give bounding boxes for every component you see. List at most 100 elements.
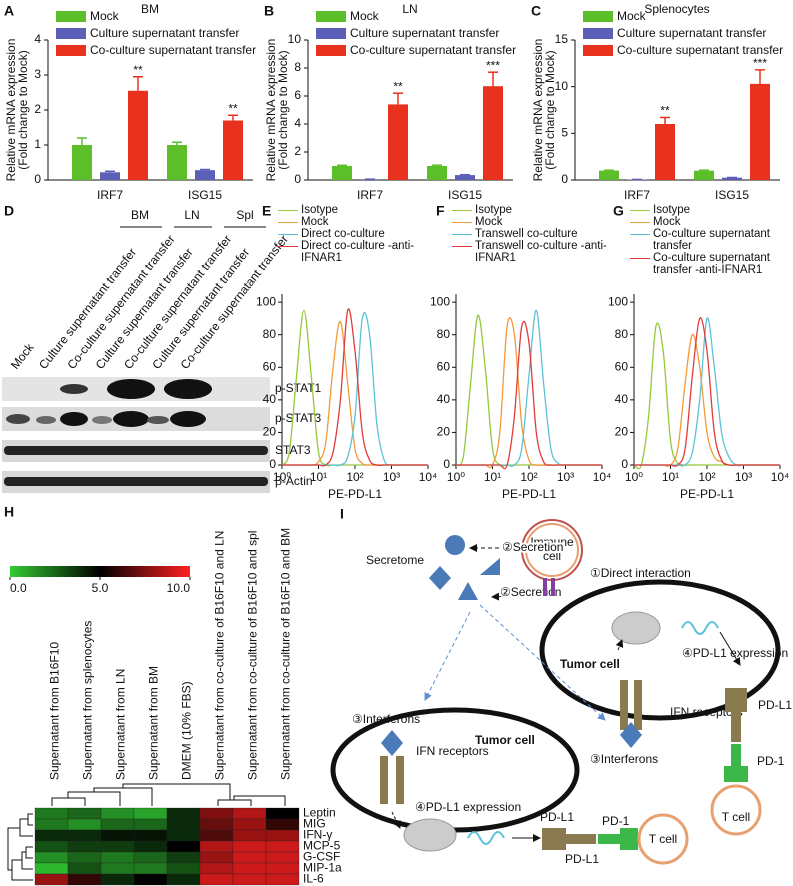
legend-label: Transwell co-culture -anti-IFNAR1 — [475, 240, 607, 264]
band — [4, 477, 268, 486]
group-label: LN — [184, 208, 199, 222]
heatmap-cell — [67, 829, 102, 842]
legend-entry: Mock — [452, 216, 612, 228]
bar — [100, 172, 120, 180]
x-tick-label: 10² — [346, 470, 363, 484]
panel-label: H — [4, 504, 14, 520]
heatmap-cell — [166, 862, 201, 875]
legend-swatch — [583, 45, 613, 56]
ifn-receptor — [620, 680, 642, 730]
heatmap-cell — [133, 862, 168, 875]
heatmap-cell — [34, 840, 69, 853]
legend-swatch — [278, 234, 298, 235]
y-tick-label: 60 — [615, 359, 629, 373]
pd-1-label: PD-1 — [757, 754, 785, 768]
y-tick-label: 15 — [555, 32, 569, 46]
y-tick-label: 100 — [256, 294, 276, 308]
heatmap-cell — [34, 851, 69, 864]
bar — [427, 166, 447, 180]
histogram-line — [633, 322, 780, 470]
heatmap-cell — [265, 851, 300, 864]
bar — [722, 177, 742, 180]
band-label: β-Actin — [275, 474, 313, 488]
arrow — [391, 811, 401, 829]
mechanism-diagram: I Secretome Immune cell ②Secretion ②Secr… — [330, 506, 792, 866]
tumor-cell-label: Tumor cell — [560, 657, 620, 671]
legend-swatch — [278, 210, 298, 211]
secretion-label: ②Secretion — [502, 540, 563, 554]
y-tick-label: 10 — [288, 32, 302, 46]
heatmap-cell — [67, 851, 102, 864]
band — [170, 411, 206, 427]
arrow — [615, 639, 624, 651]
bar — [167, 145, 187, 180]
legend-label: Co-culture supernatant transfer — [617, 43, 783, 57]
legend-swatch — [316, 11, 346, 22]
row-label: G-CSF — [303, 850, 340, 864]
heatmap-cell — [100, 818, 135, 831]
histogram-line — [455, 314, 602, 467]
legend-label: Mock — [301, 216, 329, 228]
ifn-receptor — [380, 756, 404, 804]
heatmap-cell — [133, 829, 168, 842]
y-tick-label: 80 — [263, 327, 277, 341]
legend-label: Co-culture supernatant transfer -anti-IF… — [653, 252, 770, 276]
y-tick-label: 2 — [34, 102, 41, 116]
t-cell — [637, 813, 689, 865]
colorbar-label: 5.0 — [92, 581, 109, 595]
x-tick-label: ISG15 — [448, 188, 482, 202]
legend-label: Co-culture supernatant transfer — [653, 228, 770, 252]
legend-entry: Direct co-culture -anti-IFNAR1 — [278, 240, 438, 264]
heatmap-cell — [100, 829, 135, 842]
heatmap-cell — [199, 840, 234, 853]
column-label: Supernatant from co-culture of B16F10 an… — [246, 531, 260, 780]
y-tick-label: 100 — [430, 294, 450, 308]
western-blot: D BM LN Spl Mock Culture supernatant tran… — [2, 203, 322, 493]
pd-l1-label: PD-L1 — [540, 810, 574, 824]
receptor-label: IFN receptors — [670, 705, 743, 719]
legend-swatch — [630, 210, 650, 211]
heatmap-cell — [133, 818, 168, 831]
colorbar-label: 0.0 — [10, 581, 27, 595]
heatmap-cell — [199, 862, 234, 875]
significance-label: ** — [393, 79, 403, 93]
legend-entry: Isotype — [278, 204, 438, 216]
colorbar — [10, 566, 190, 577]
legend-label: Mock — [475, 216, 503, 228]
heatmap-cell — [133, 873, 168, 886]
y-axis-label: (Fold change to Mock) — [276, 50, 290, 169]
legend: Isotype Mock Transwell co-culture Transwell… — [452, 204, 612, 264]
legend-label: Mock — [617, 9, 647, 23]
heatmap-cell — [100, 862, 135, 875]
heatmap-cell — [166, 818, 201, 831]
heatmap-cell — [232, 862, 267, 875]
band-label: STAT3 — [275, 443, 311, 457]
immune-cell-label: Immune — [530, 535, 574, 549]
legend-entry: Isotype — [630, 204, 790, 216]
x-tick-label: IRF7 — [97, 188, 123, 202]
heatmap-cell — [100, 873, 135, 886]
heatmap-cell — [265, 818, 300, 831]
y-tick-label: 40 — [263, 392, 277, 406]
legend-swatch — [56, 11, 86, 22]
legend-label: Transwell co-culture — [475, 228, 578, 240]
row-label: MIG — [303, 817, 326, 831]
legend-swatch — [316, 45, 346, 56]
bar — [332, 166, 352, 180]
secretome-label: Secretome — [366, 553, 424, 567]
interferon — [381, 730, 403, 756]
row-label: MIP-1a — [303, 861, 342, 875]
x-axis-label: PE-PD-L1 — [680, 487, 734, 501]
y-tick-label: 20 — [263, 425, 277, 439]
legend-label: Culture supernatant transfer — [350, 26, 499, 40]
legend-entry: Transwell co-culture — [452, 228, 612, 240]
legend-label: Mock — [90, 9, 120, 23]
y-tick-label: 0 — [561, 172, 568, 186]
y-axis-label: (Fold change to Mock) — [16, 50, 30, 169]
histogram-line — [634, 317, 780, 467]
bar — [655, 124, 675, 180]
column-label: Supernatant from co-culture of B16F10 an… — [279, 528, 293, 780]
panel-label: E — [262, 203, 271, 219]
heatmap-cell — [133, 807, 168, 820]
significance-label: *** — [486, 58, 500, 72]
